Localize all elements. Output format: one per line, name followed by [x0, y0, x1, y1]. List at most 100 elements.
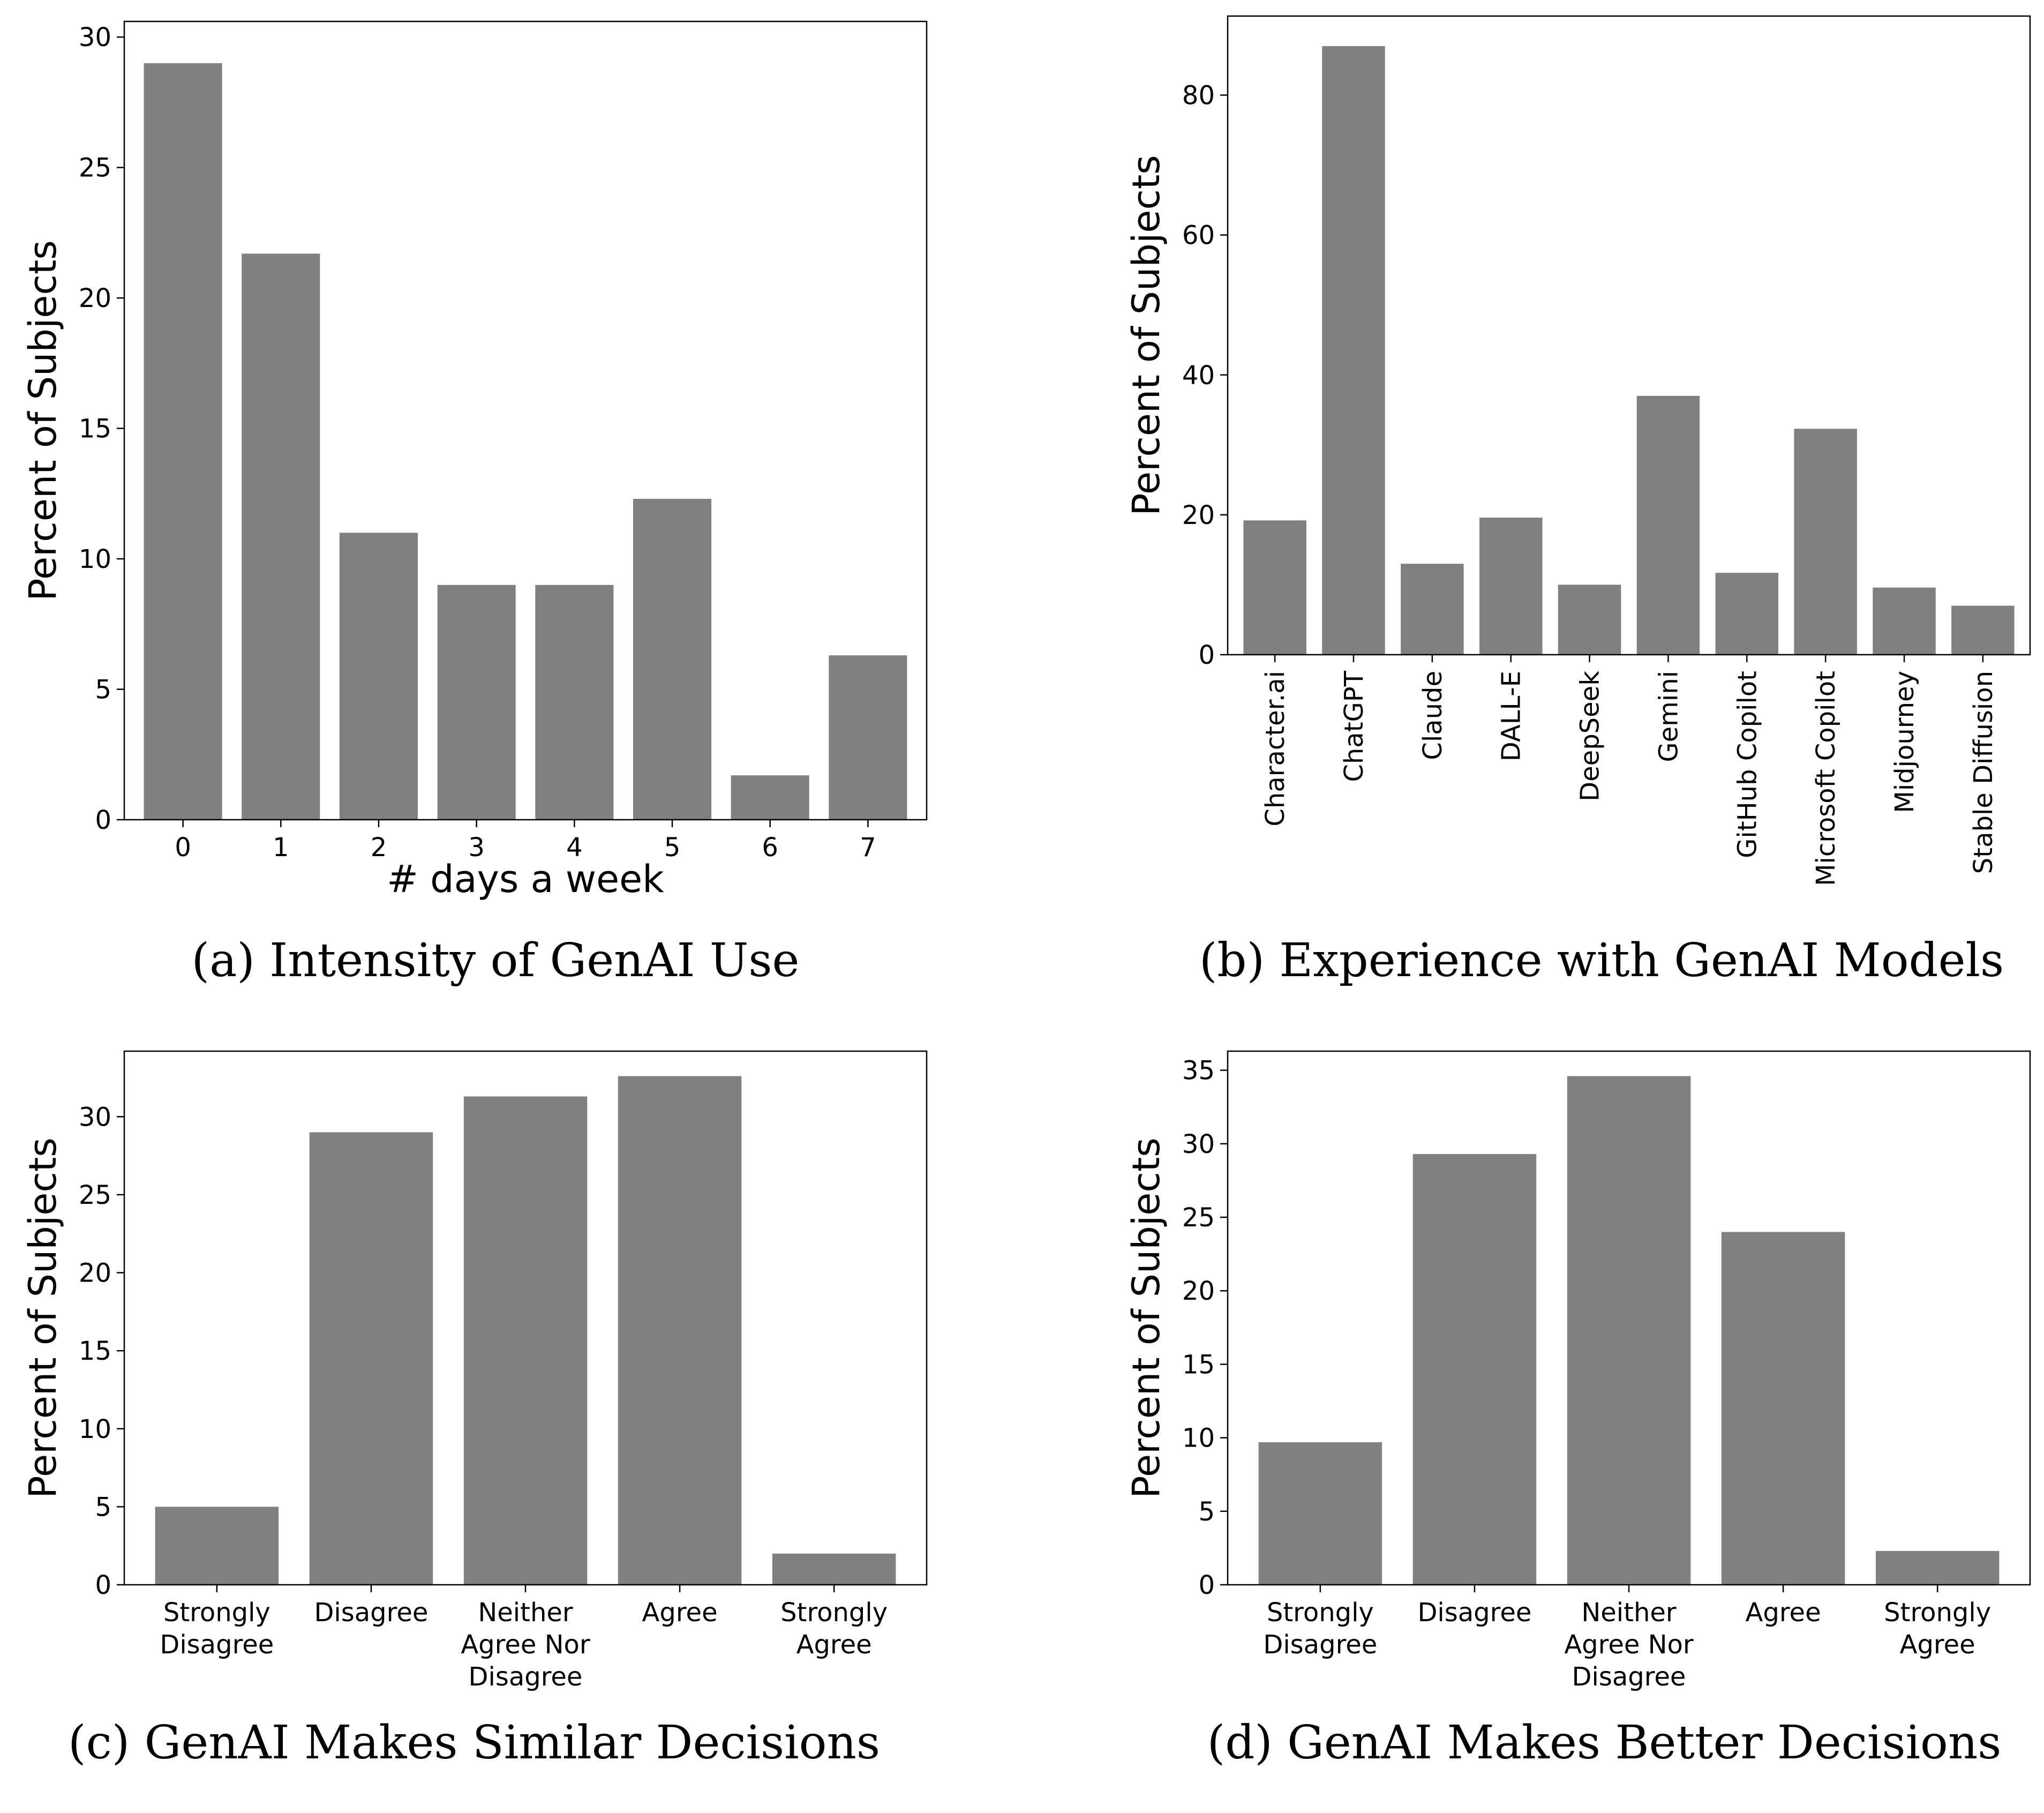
x-tick-label-2: Claude — [1418, 671, 1448, 760]
y-tick-label-3: 60 — [1182, 221, 1215, 251]
bar-2 — [463, 1096, 588, 1585]
y-tick-label-3: 15 — [79, 1336, 111, 1366]
chart-b: 0 20 40 60 80 Character.ai ChatGPT Claude DALL-E… — [1124, 15, 2031, 987]
x-tick-label-line: Disagree — [1572, 1662, 1686, 1692]
bar-4 — [535, 585, 614, 820]
y-tick-label-4: 20 — [1182, 1276, 1215, 1306]
y-tick-label-0: 0 — [1198, 1570, 1215, 1600]
bar-3 — [437, 585, 516, 820]
bar-1 — [242, 253, 320, 820]
x-tick-label-line: Strongly — [1267, 1598, 1374, 1628]
x-tick-label-2: Neither Agree Nor Disagree — [461, 1598, 590, 1692]
bar-9 — [1951, 605, 2015, 655]
x-tick-label-3: 3 — [468, 833, 485, 863]
x-tick-label-7: Microsoft Copilot — [1811, 671, 1841, 886]
x-tick-label-line: Agree Nor — [461, 1630, 590, 1660]
x-tick-label-line: 4 — [566, 833, 583, 863]
y-axis-label: Percent of Subjects — [21, 240, 65, 601]
y-tick-label-5: 25 — [79, 1180, 111, 1210]
bar-6 — [731, 775, 809, 820]
bar-6 — [1715, 573, 1778, 655]
bar-4 — [772, 1553, 896, 1585]
x-tick-label-line: 5 — [664, 833, 681, 863]
y-tick-label-4: 80 — [1182, 81, 1215, 111]
chart-caption: (d) GenAI Makes Better Decisions — [1207, 1716, 2002, 1770]
y-tick-label-6: 30 — [79, 1102, 111, 1132]
y-tick-label-2: 10 — [1182, 1424, 1215, 1454]
x-tick-label-line: Disagree — [314, 1598, 428, 1628]
chart-caption: (c) GenAI Makes Similar Decisions — [68, 1716, 880, 1770]
x-tick-label-3: Agree — [642, 1598, 718, 1628]
chart-a: 0 5 10 15 20 25 30 0 1 2 3 4 5 6 7 Percent of Subjects #… — [21, 20, 928, 987]
x-tick-label-1: 1 — [273, 833, 289, 863]
y-tick-label-6: 30 — [1182, 1129, 1215, 1159]
bar-4 — [1558, 585, 1621, 655]
bar-5 — [633, 499, 712, 820]
x-tick-label-1: Disagree — [1417, 1598, 1531, 1628]
x-tick-label-3: DALL-E — [1497, 671, 1527, 761]
x-tick-label-line: Strongly — [1884, 1598, 1991, 1628]
y-tick-label-3: 15 — [1182, 1350, 1215, 1380]
y-axis-label: Percent of Subjects — [21, 1137, 65, 1499]
x-tick-label-3: Agree — [1746, 1598, 1821, 1628]
bar-2 — [1567, 1076, 1691, 1585]
y-tick-label-0: 0 — [95, 1570, 111, 1600]
y-axis-label: Percent of Subjects — [1124, 1137, 1168, 1499]
x-tick-label-line: Strongly — [163, 1598, 270, 1628]
x-tick-label-4: Strongly Agree — [1884, 1598, 1991, 1660]
y-tick-label-4: 20 — [79, 1258, 111, 1288]
x-tick-label-7: 7 — [860, 833, 876, 863]
y-tick-label-1: 20 — [1182, 500, 1215, 530]
x-tick-label-line: Agree — [1900, 1630, 1975, 1660]
chart-caption: (a) Intensity of GenAI Use — [192, 934, 800, 987]
bar-1 — [309, 1132, 433, 1585]
bar-4 — [1875, 1550, 2000, 1585]
bar-0 — [1258, 1442, 1382, 1585]
x-tick-label-5: 5 — [664, 833, 681, 863]
x-tick-label-line: Agree — [796, 1630, 872, 1660]
plot-frame — [123, 20, 928, 821]
y-tick-label-2: 40 — [1182, 361, 1215, 391]
x-tick-label-line: 6 — [762, 833, 778, 863]
x-tick-label-line: Neither — [478, 1598, 573, 1628]
x-tick-label-line: Disagree — [1263, 1630, 1377, 1660]
bar-0 — [144, 63, 222, 820]
x-tick-label-1: Disagree — [314, 1598, 428, 1628]
y-tick-label-1: 5 — [95, 675, 111, 705]
x-tick-label-6: GitHub Copilot — [1732, 671, 1762, 858]
y-tick-label-6: 30 — [79, 23, 111, 53]
x-tick-label-line: Disagree — [160, 1630, 274, 1660]
x-tick-label-4: 4 — [566, 833, 583, 863]
x-tick-label-line: Agree — [1746, 1598, 1821, 1628]
y-tick-label-1: 5 — [1198, 1497, 1215, 1527]
x-tick-label-line: 3 — [468, 833, 485, 863]
plot-frame — [1227, 15, 2031, 656]
bar-2 — [339, 533, 418, 820]
x-tick-label-9: Stable Diffusion — [1968, 671, 1998, 874]
x-tick-label-line: Disagree — [1417, 1598, 1531, 1628]
y-tick-label-7: 35 — [1182, 1056, 1215, 1086]
bar-0 — [1243, 520, 1306, 655]
x-tick-label-2: 2 — [371, 833, 387, 863]
y-tick-label-1: 5 — [95, 1492, 111, 1522]
x-tick-label-0: 0 — [175, 833, 191, 863]
x-tick-label-4: DeepSeek — [1575, 671, 1605, 801]
x-tick-label-line: Agree Nor — [1564, 1630, 1694, 1660]
bar-3 — [618, 1076, 742, 1585]
bar-8 — [1873, 587, 1936, 655]
bar-7 — [829, 655, 907, 820]
x-axis-label: # days a week — [387, 857, 664, 901]
x-tick-label-4: Strongly Agree — [780, 1598, 888, 1660]
x-tick-label-line: Strongly — [780, 1598, 888, 1628]
x-tick-label-line: 7 — [860, 833, 876, 863]
x-tick-label-0: Strongly Disagree — [1263, 1598, 1377, 1660]
x-tick-label-5: Gemini — [1654, 671, 1684, 762]
bar-5 — [1636, 395, 1700, 655]
y-tick-label-4: 20 — [79, 283, 111, 313]
y-tick-label-0: 0 — [1198, 640, 1215, 670]
x-tick-label-0: Strongly Disagree — [160, 1598, 274, 1660]
bar-7 — [1794, 429, 1857, 655]
